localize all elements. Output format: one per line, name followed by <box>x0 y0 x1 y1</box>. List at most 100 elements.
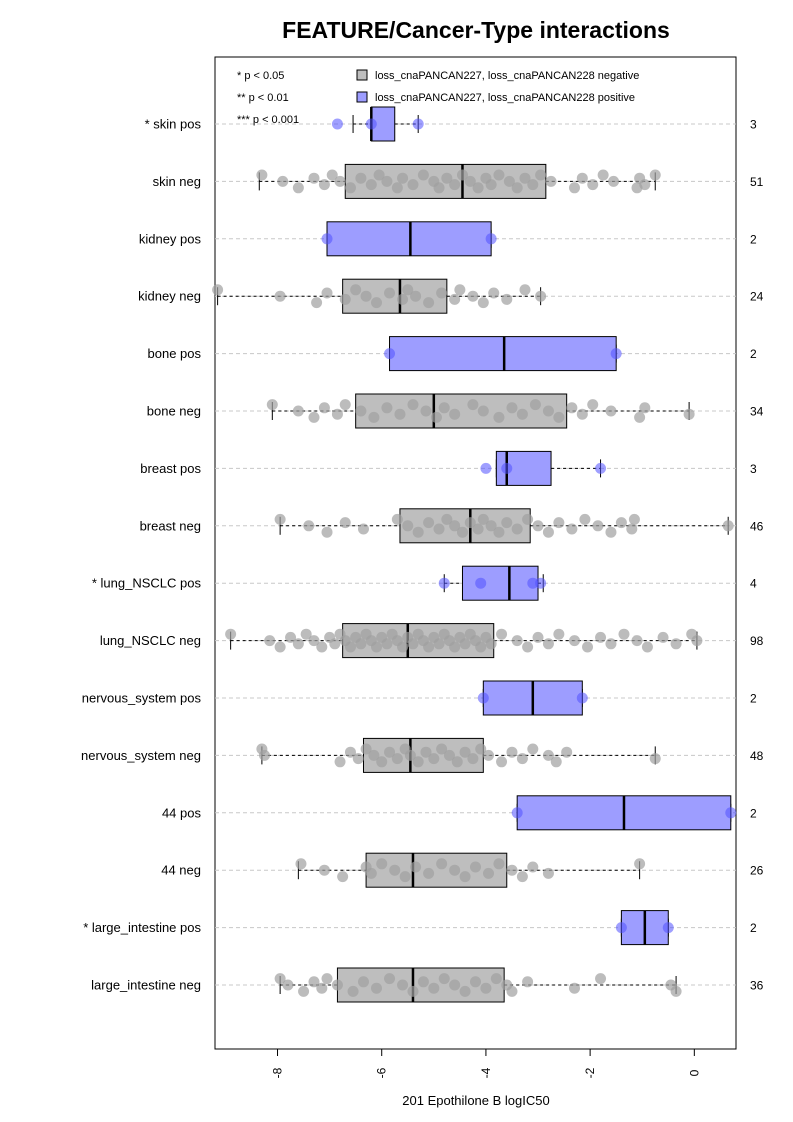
group-count: 36 <box>750 979 764 993</box>
data-point <box>618 628 630 640</box>
data-point <box>670 638 682 650</box>
data-point <box>428 753 440 765</box>
group-count: 2 <box>750 692 757 706</box>
data-point <box>628 513 640 525</box>
data-point <box>394 408 406 420</box>
data-point <box>506 746 518 758</box>
data-point <box>344 641 356 653</box>
data-point <box>441 172 453 184</box>
data-point <box>639 402 651 414</box>
data-point <box>477 405 489 417</box>
x-tick-label: -4 <box>479 1067 493 1078</box>
data-point <box>334 756 346 768</box>
x-tick-label: -2 <box>583 1067 597 1078</box>
data-point <box>433 523 445 535</box>
data-point <box>467 753 479 765</box>
data-point <box>441 513 453 525</box>
data-point <box>511 635 523 647</box>
data-point <box>459 871 471 883</box>
data-point <box>605 638 617 650</box>
data-point <box>449 864 461 876</box>
group-label: nervous_system neg <box>81 748 201 763</box>
data-point <box>610 348 622 360</box>
data-point <box>420 405 432 417</box>
data-point <box>550 756 562 768</box>
data-point <box>274 513 286 525</box>
data-point <box>397 979 409 991</box>
data-point <box>368 411 380 423</box>
data-point <box>467 399 479 411</box>
data-point <box>480 462 492 474</box>
data-point <box>449 520 461 532</box>
data-point <box>355 405 367 417</box>
group-count: 4 <box>750 577 757 591</box>
data-point <box>501 462 513 474</box>
data-point <box>266 399 278 411</box>
group-count: 26 <box>750 864 764 878</box>
data-point <box>506 985 518 997</box>
data-point <box>490 973 502 985</box>
data-point <box>483 749 495 761</box>
data-point <box>274 973 286 985</box>
data-point <box>436 287 448 299</box>
data-point <box>511 182 523 194</box>
data-point <box>318 179 330 191</box>
group-count: 48 <box>750 749 764 763</box>
data-point <box>365 179 377 191</box>
data-point <box>670 985 682 997</box>
data-point <box>381 175 393 187</box>
data-point <box>376 858 388 870</box>
data-point <box>456 526 468 538</box>
data-point <box>368 749 380 761</box>
data-point <box>282 979 294 991</box>
data-point <box>488 287 500 299</box>
data-point <box>641 641 653 653</box>
data-point <box>576 408 588 420</box>
data-point <box>389 864 401 876</box>
group-count: 51 <box>750 175 764 189</box>
data-point <box>423 867 435 879</box>
data-point <box>412 118 424 130</box>
data-point <box>321 973 333 985</box>
data-point <box>582 641 594 653</box>
data-point <box>634 411 646 423</box>
data-point <box>475 743 487 755</box>
data-point <box>381 402 393 414</box>
group-label: bone pos <box>148 346 202 361</box>
data-point <box>496 628 508 640</box>
group-count: 34 <box>750 405 764 419</box>
data-point <box>423 517 435 529</box>
data-point <box>436 743 448 755</box>
data-point <box>331 408 343 420</box>
data-point <box>292 405 304 417</box>
data-point <box>553 517 565 529</box>
data-point <box>566 523 578 535</box>
data-point <box>428 982 440 994</box>
plot-frame <box>214 56 737 1050</box>
data-point <box>485 233 497 245</box>
box <box>389 336 617 372</box>
data-point <box>576 692 588 704</box>
data-point <box>331 979 343 991</box>
data-point <box>649 753 661 765</box>
data-point <box>292 182 304 194</box>
chart-title: FEATURE/Cancer-Type interactions <box>282 17 670 43</box>
data-point <box>298 985 310 997</box>
legend: * p < 0.05 ** p < 0.01 *** p < 0.001 loss_c… <box>237 69 639 126</box>
data-point <box>467 290 479 302</box>
data-point <box>464 175 476 187</box>
data-point <box>472 523 484 535</box>
data-point <box>274 290 286 302</box>
data-point <box>592 520 604 532</box>
group-count: 2 <box>750 806 757 820</box>
data-point <box>587 399 599 411</box>
data-point <box>725 807 737 819</box>
data-point <box>542 749 554 761</box>
data-point <box>264 635 276 647</box>
group-label: breast pos <box>140 461 201 476</box>
data-point <box>532 631 544 643</box>
data-point <box>475 641 487 653</box>
x-axis: -8 -6 -4 -2 0 <box>271 1048 701 1078</box>
data-point <box>631 635 643 647</box>
data-point <box>496 756 508 768</box>
